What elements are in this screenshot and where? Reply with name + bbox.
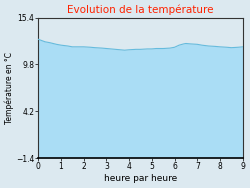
X-axis label: heure par heure: heure par heure [104,174,177,183]
Y-axis label: Température en °C: Température en °C [5,52,14,124]
Title: Evolution de la température: Evolution de la température [67,5,214,15]
